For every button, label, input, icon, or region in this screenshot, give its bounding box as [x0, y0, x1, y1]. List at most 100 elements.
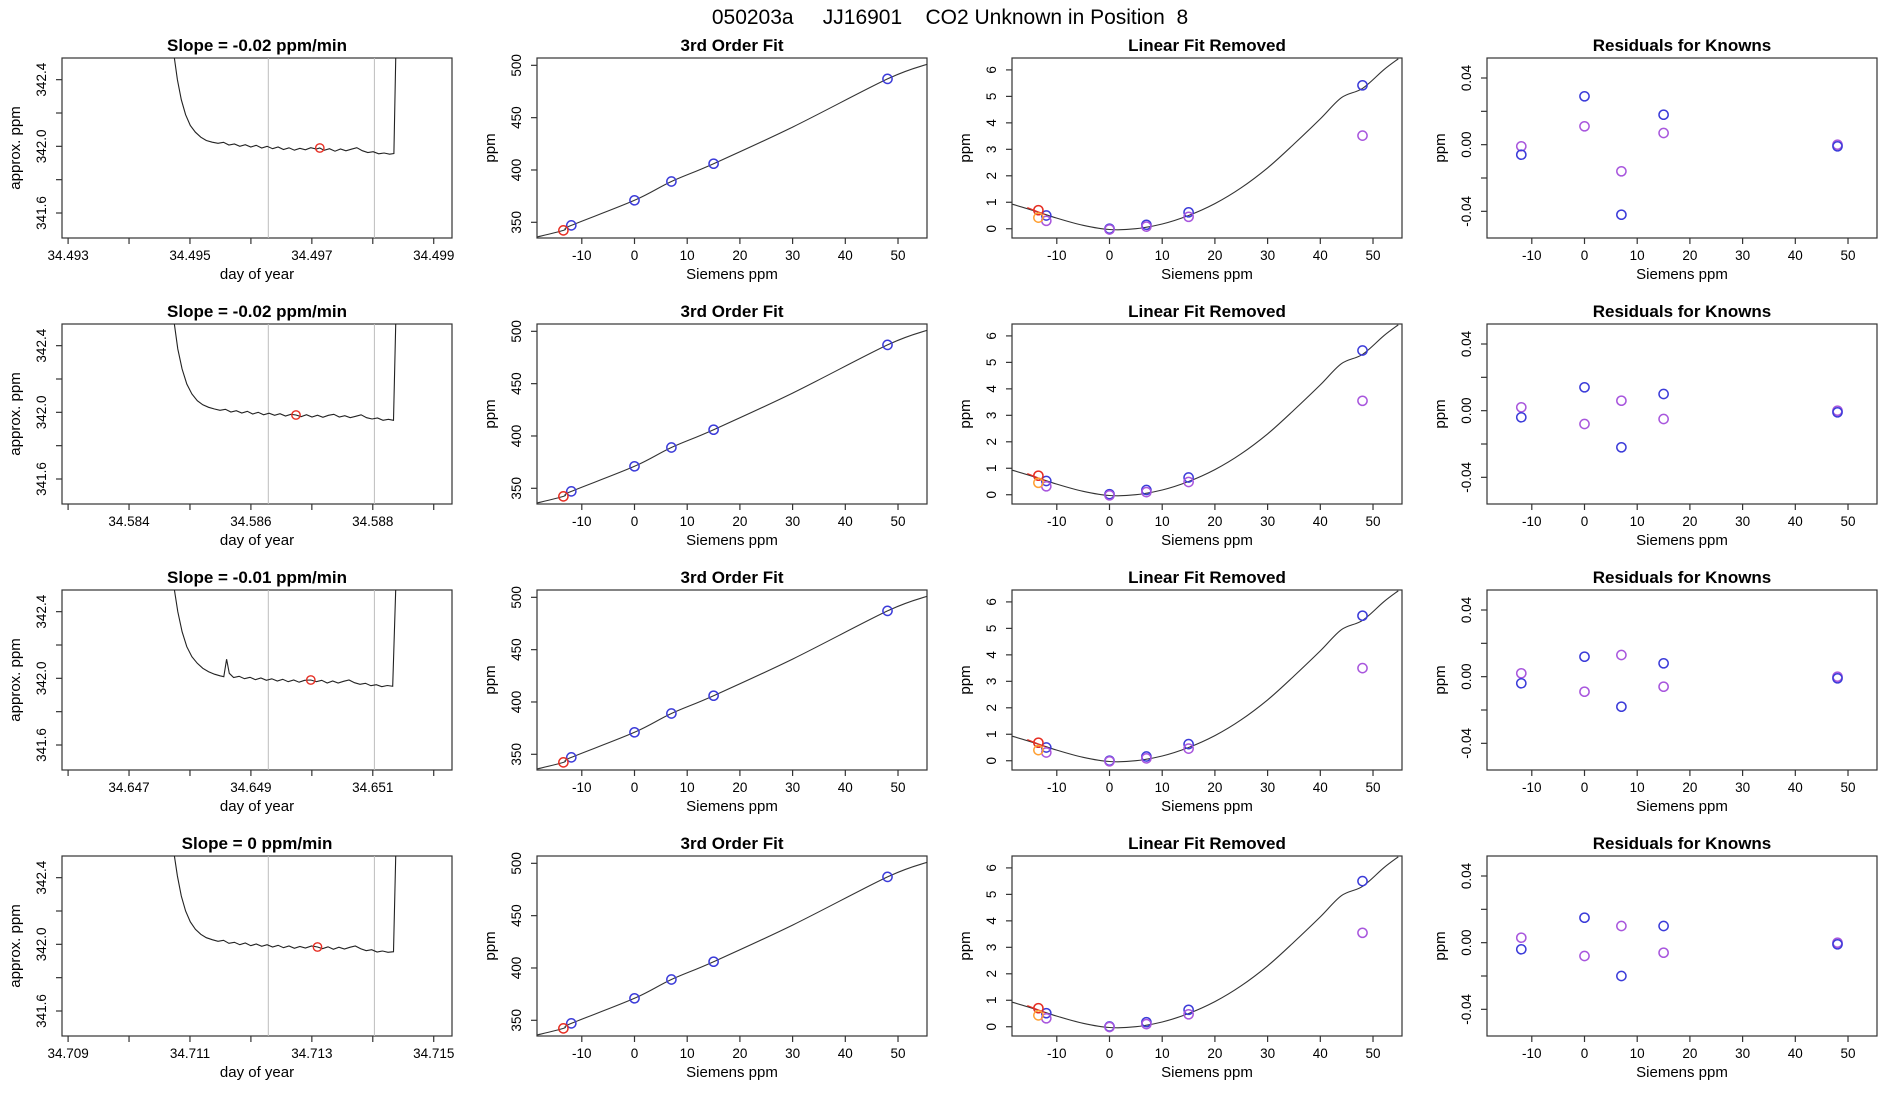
- x-tick-label: 34.584: [108, 514, 150, 529]
- sample-marker: [312, 942, 323, 952]
- data-point: [1515, 667, 1527, 679]
- y-axis-label: ppm: [1432, 931, 1449, 960]
- y-axis-label: ppm: [957, 133, 974, 162]
- plot-box: [536, 57, 928, 239]
- x-tick-label: 30: [1260, 1046, 1275, 1061]
- x-axis-label: Siemens ppm: [1161, 532, 1253, 549]
- data-point: [1658, 920, 1669, 932]
- data-point: [565, 752, 577, 763]
- residuals-blue: [1515, 90, 1843, 221]
- data-point: [629, 194, 640, 206]
- data-point: [882, 871, 893, 883]
- page-title: 050203a JJ16901 CO2 Unknown in Position …: [711, 6, 1189, 29]
- unknown-point: [558, 1023, 569, 1034]
- x-tick-label: 20: [1682, 780, 1697, 795]
- y-axis-label: approx. ppm: [7, 106, 24, 189]
- y-tick-label: 3: [984, 412, 999, 420]
- x-tick-label: -10: [1522, 1046, 1542, 1061]
- data-point: [882, 73, 893, 85]
- point-red: [1033, 204, 1044, 216]
- x-tick-label: 30: [785, 1046, 800, 1061]
- data-point: [1515, 140, 1527, 152]
- y-axis: 0 1 2 3 4 5 6 ppm: [957, 66, 1012, 232]
- x-tick-label: 40: [1788, 514, 1803, 529]
- data-point: [1515, 677, 1527, 689]
- x-tick-label: 20: [1682, 248, 1697, 263]
- residual-curve: [1012, 58, 1399, 231]
- subplot-r2-linres: Linear Fit Removed -10 0 10 20 30 40 50 Siemens …: [950, 300, 1425, 566]
- y-axis: 0 1 2 3 4 5 6 ppm: [957, 864, 1012, 1030]
- x-tick-label: -10: [1047, 514, 1067, 529]
- residual-curve: [1012, 324, 1399, 497]
- sample-marker: [291, 410, 301, 420]
- data-point: [1104, 224, 1115, 235]
- y-tick-label: 341.6: [34, 994, 49, 1028]
- data-point: [1357, 345, 1368, 356]
- y-axis: 341.6 342.0 342.4 approx. ppm: [7, 328, 62, 496]
- x-tick-label: -10: [572, 1046, 592, 1061]
- x-axis: 34.709 34.711 34.713 34.715 day of year: [47, 1036, 454, 1081]
- x-tick-label: 0: [631, 514, 639, 529]
- data-point: [1357, 610, 1368, 622]
- x-tick-label: 50: [1840, 780, 1855, 795]
- plot-box: [1011, 57, 1403, 239]
- y-tick-label: 3: [984, 944, 999, 952]
- x-axis: -10 0 10 20 30 40 50 Siemens ppm: [572, 238, 906, 283]
- y-axis: 341.6 342.0 342.4 approx. ppm: [7, 62, 62, 230]
- data-point: [1579, 120, 1590, 132]
- x-axis: -10 0 10 20 30 40 50 Siemens ppm: [1522, 770, 1856, 815]
- data-point: [1579, 418, 1590, 430]
- subplot-r4-trace: Slope = 0 ppm/min 34.709 34.711 34.713 34.71…: [0, 832, 475, 1098]
- plot-title: 3rd Order Fit: [681, 834, 784, 853]
- data-point: [1579, 381, 1590, 393]
- y-tick-label: 2: [984, 970, 999, 978]
- plot-grid: Slope = -0.02 ppm/min 34.493 34.495 34.497 3…: [0, 34, 1900, 1098]
- y-tick-label: 2: [984, 172, 999, 180]
- points-violet: [1040, 395, 1368, 501]
- y-tick-label: 341.6: [34, 462, 49, 496]
- data-point: [1515, 943, 1527, 955]
- y-tick-label: 5: [984, 625, 999, 633]
- y-tick-label: 450: [509, 106, 524, 129]
- y-tick-label: 5: [984, 891, 999, 899]
- data-point: [1515, 401, 1527, 413]
- x-tick-label: 20: [1682, 1046, 1697, 1061]
- y-axis-label: ppm: [957, 931, 974, 960]
- data-point: [1104, 1021, 1115, 1033]
- data-point: [1616, 920, 1627, 932]
- residual-curve: [1012, 590, 1399, 763]
- unknown-point: [558, 757, 569, 768]
- plot-box: [1011, 855, 1403, 1037]
- fit-curve: [537, 63, 927, 238]
- y-axis-label: ppm: [1432, 665, 1449, 694]
- data-point: [1616, 701, 1627, 713]
- x-tick-label: 10: [1155, 780, 1170, 795]
- y-tick-label: -0.04: [1459, 195, 1474, 226]
- y-tick-label: 500: [509, 54, 524, 77]
- plot-box: [536, 323, 928, 505]
- x-axis-label: Siemens ppm: [686, 266, 778, 283]
- y-tick-label: 350: [509, 743, 524, 766]
- x-tick-label: 20: [1207, 514, 1222, 529]
- plot-box: [536, 855, 928, 1037]
- y-tick-label: 4: [984, 119, 999, 127]
- y-tick-label: 6: [984, 66, 999, 74]
- x-tick-label: 34.649: [230, 780, 271, 795]
- y-tick-label: 350: [509, 211, 524, 234]
- subplot-r2-trace: Slope = -0.02 ppm/min 34.584 34.586 34.588 d…: [0, 300, 475, 566]
- subplot-r2-resid: Residuals for Knowns -10 0 10 20 30 40 50 Siemen…: [1425, 300, 1900, 566]
- data-point: [882, 605, 893, 617]
- subplot-r2-fit: 3rd Order Fit -10 0 10 20 30 40 50 Siemens ppm 35…: [475, 300, 950, 566]
- known-points: [565, 73, 893, 231]
- subplot-r1-resid: Residuals for Knowns -10 0 10 20 30 40 50 Siemen…: [1425, 34, 1900, 300]
- point-orange: [1033, 1010, 1044, 1021]
- data-point: [666, 176, 677, 187]
- x-tick-label: 34.499: [413, 248, 454, 263]
- y-tick-label: 500: [509, 320, 524, 343]
- data-point: [565, 486, 577, 497]
- x-tick-label: -10: [1047, 248, 1067, 263]
- x-tick-label: 34.651: [352, 780, 393, 795]
- data-point: [1658, 413, 1669, 425]
- x-axis-label: Siemens ppm: [1636, 266, 1728, 283]
- residuals-blue: [1515, 381, 1843, 453]
